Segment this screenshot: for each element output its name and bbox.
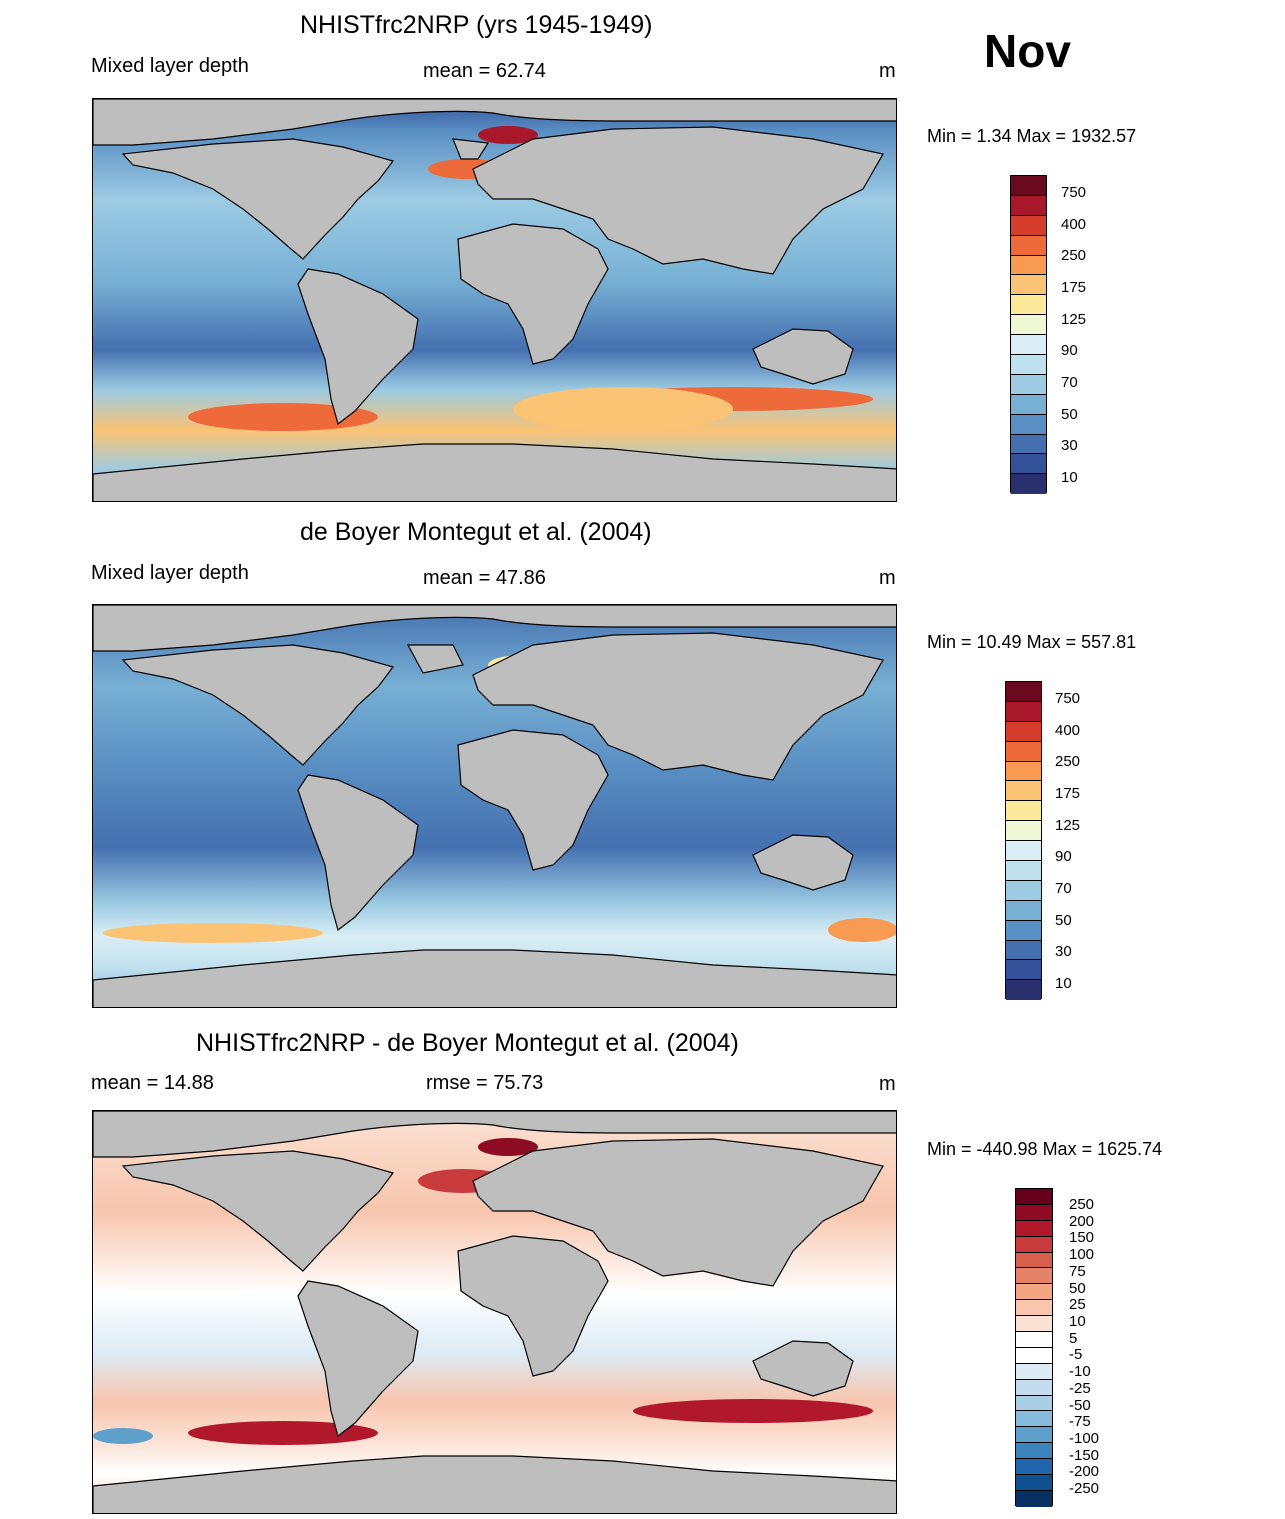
panel1-cb-label: 90 xyxy=(1061,342,1078,359)
panel2-title: de Boyer Montegut et al. (2004) xyxy=(300,518,652,546)
southern-ocean-band xyxy=(103,923,323,943)
panel3-title: NHISTfrc2NRP - de Boyer Montegut et al. … xyxy=(196,1029,739,1057)
panel3-cb-label: -50 xyxy=(1069,1397,1091,1414)
panel2-cb-label: 10 xyxy=(1055,975,1072,992)
panel2-units: m xyxy=(879,567,896,589)
panel1-minmax: Min = 1.34 Max = 1932.57 xyxy=(927,126,1137,146)
southern-ocean-positive-bias xyxy=(188,1421,378,1445)
panel3-cb-label: -250 xyxy=(1069,1480,1100,1497)
panel3-cb-label: -100 xyxy=(1069,1430,1100,1447)
panel2-colorbar xyxy=(1005,681,1042,1001)
panel2-cb-label: 175 xyxy=(1055,785,1081,802)
panel2-cb-label: 750 xyxy=(1055,690,1081,707)
panel2-cb-label: 125 xyxy=(1055,817,1081,834)
panel3-minmax: Min = -440.98 Max = 1625.74 xyxy=(927,1139,1163,1159)
panel3-cb-label: -5 xyxy=(1069,1346,1083,1363)
panel3-cb-label: 5 xyxy=(1069,1330,1078,1347)
southern-ocean-deep-mixing xyxy=(188,403,378,431)
panel3-cb-label: 200 xyxy=(1069,1213,1095,1230)
panel3-cb-label: 10 xyxy=(1069,1313,1086,1330)
panel2-cb-label: 90 xyxy=(1055,848,1072,865)
panel3-rmse-label: rmse = 75.73 xyxy=(426,1072,544,1094)
southern-ocean-positive-bias-east xyxy=(633,1399,873,1423)
panel3-cb-label: -200 xyxy=(1069,1463,1100,1480)
panel3-cb-label: 25 xyxy=(1069,1296,1086,1313)
panel3-colorbar xyxy=(1015,1188,1053,1507)
panel1-map-svg xyxy=(93,99,896,501)
panel2-minmax: Min = 10.49 Max = 557.81 xyxy=(927,632,1137,652)
panel1-cb-label: 125 xyxy=(1061,311,1087,328)
panel3-cb-label: -10 xyxy=(1069,1363,1091,1380)
panel1-colorbar xyxy=(1010,175,1047,495)
panel1-cb-label: 50 xyxy=(1061,406,1078,423)
panel1-mean-label: mean = 62.74 xyxy=(423,60,546,82)
panel3-cb-label: 50 xyxy=(1069,1280,1086,1297)
panel2-cb-label: 50 xyxy=(1055,912,1072,929)
panel3-map-svg xyxy=(93,1111,896,1513)
labrador-sea-positive-bias xyxy=(478,1138,538,1156)
panel1-title: NHISTfrc2NRP (yrs 1945-1949) xyxy=(300,11,653,39)
panel3-cb-label: -150 xyxy=(1069,1447,1100,1464)
land-mask xyxy=(93,605,896,1007)
panel1-cb-label: 10 xyxy=(1061,469,1078,486)
labrador-sea-maximum xyxy=(478,126,538,144)
panel3-cb-label: -25 xyxy=(1069,1380,1091,1397)
panel1-cb-label: 750 xyxy=(1061,184,1087,201)
land-mask xyxy=(93,1111,896,1513)
panel3-map xyxy=(92,1110,897,1514)
panel1-cb-label: 30 xyxy=(1061,437,1078,454)
panel1-variable-label: Mixed layer depth xyxy=(91,55,249,77)
panel1-units: m xyxy=(879,60,896,82)
panel1-cb-label: 175 xyxy=(1061,279,1087,296)
panel2-cb-label: 400 xyxy=(1055,722,1081,739)
panel2-cb-label: 30 xyxy=(1055,943,1072,960)
panel3-cb-label: 250 xyxy=(1069,1196,1095,1213)
southern-ocean-band-east xyxy=(828,918,896,942)
panel3-mean-label: mean = 14.88 xyxy=(91,1072,214,1094)
month-label: Nov xyxy=(984,25,1071,77)
panel2-cb-label: 250 xyxy=(1055,753,1081,770)
southern-ocean-negative-bias xyxy=(93,1428,153,1444)
panel3-units: m xyxy=(879,1073,896,1095)
panel3-cb-label: 150 xyxy=(1069,1229,1095,1246)
panel1-cb-label: 250 xyxy=(1061,247,1087,264)
land-mask xyxy=(93,99,896,501)
panel1-cb-label: 400 xyxy=(1061,216,1087,233)
panel2-variable-label: Mixed layer depth xyxy=(91,562,249,584)
panel2-map-svg xyxy=(93,605,896,1007)
panel2-cb-label: 70 xyxy=(1055,880,1072,897)
panel2-mean-label: mean = 47.86 xyxy=(423,567,546,589)
southern-ocean-band xyxy=(513,387,733,431)
panel1-cb-label: 70 xyxy=(1061,374,1078,391)
panel1-map xyxy=(92,98,897,502)
panel2-map xyxy=(92,604,897,1008)
panel3-cb-label: 75 xyxy=(1069,1263,1086,1280)
panel3-cb-label: 100 xyxy=(1069,1246,1095,1263)
panel3-cb-label: -75 xyxy=(1069,1413,1091,1430)
